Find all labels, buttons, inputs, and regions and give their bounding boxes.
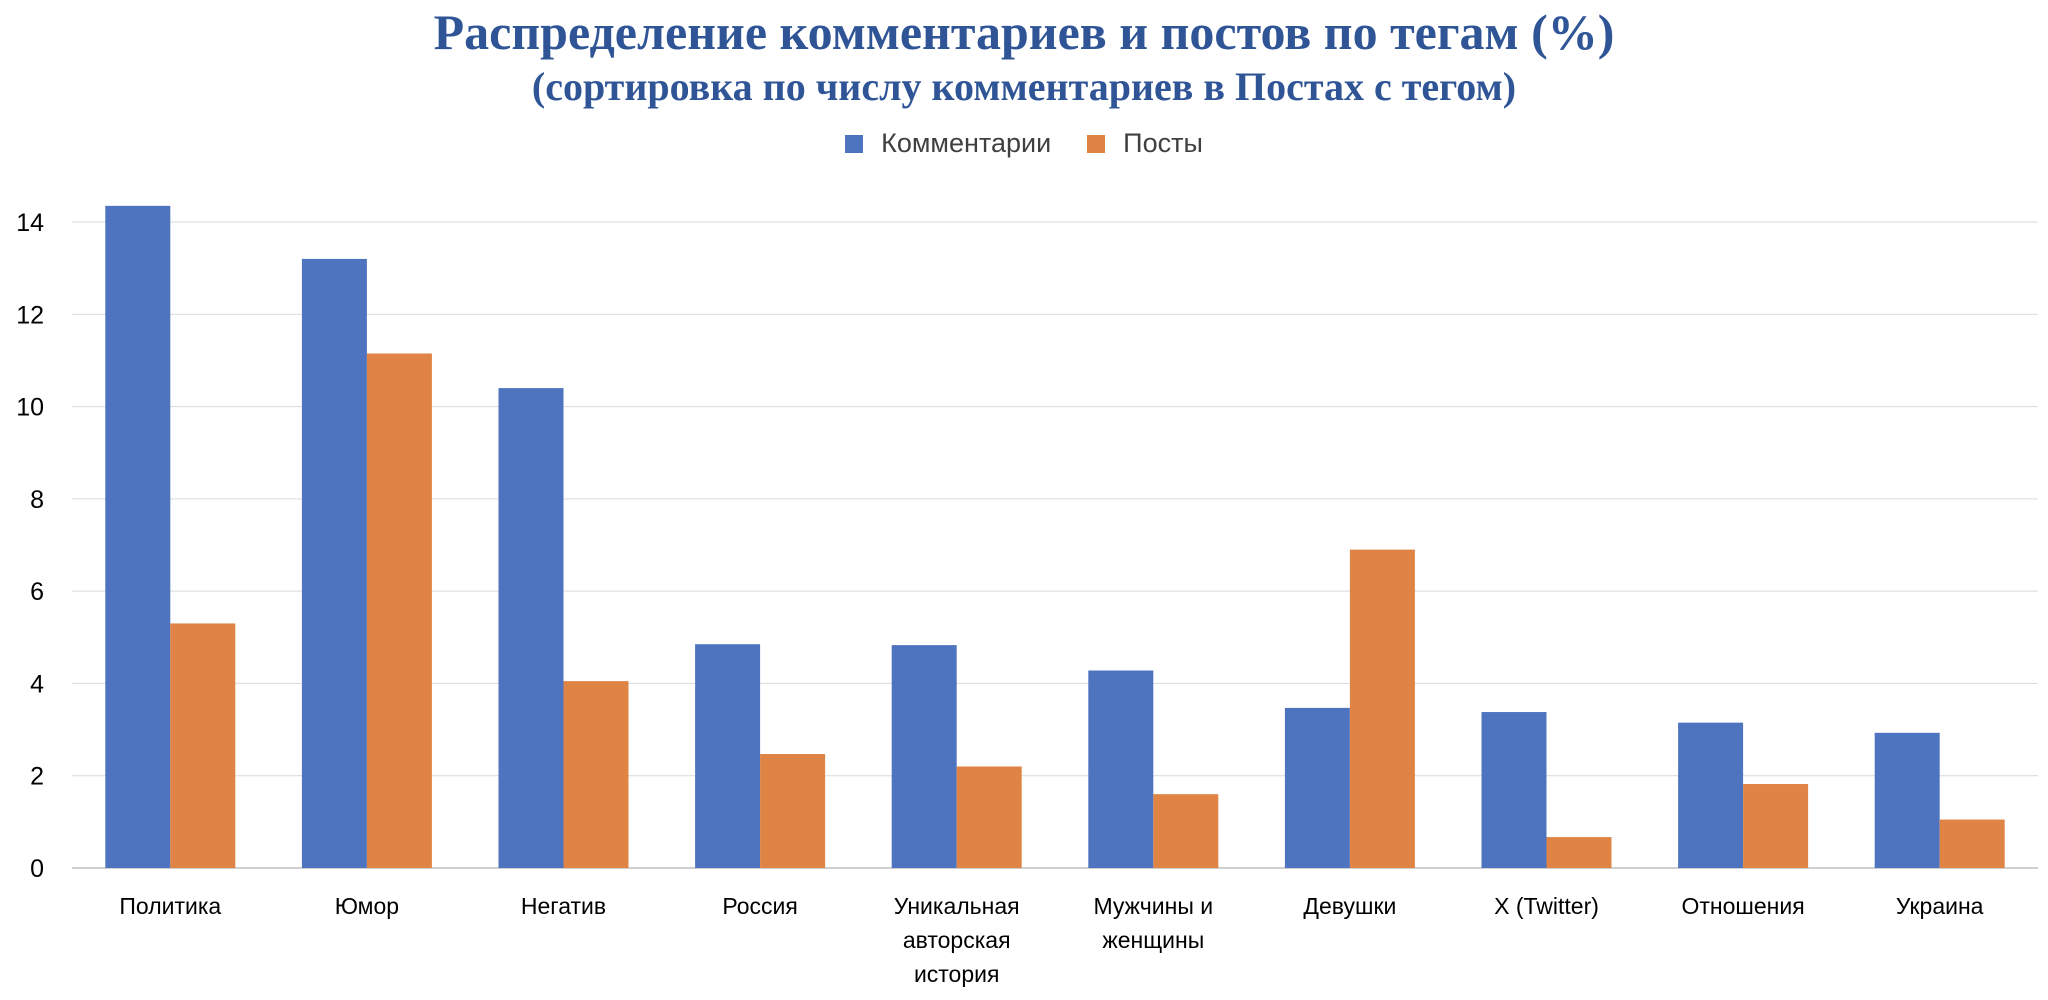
chart-subtitle: (сортировка по числу комментариев в Пост… (531, 64, 1517, 109)
bar-comments (498, 388, 564, 868)
x-category-label: Россия (722, 893, 797, 919)
legend-swatch-comments (845, 134, 864, 153)
bar-comments (1874, 732, 1940, 868)
bar-posts (760, 754, 826, 868)
bar-posts (170, 623, 236, 868)
y-tick-label: 4 (30, 670, 44, 698)
bar-posts (1153, 794, 1219, 868)
axis-labels: 0 2 4 6 8 10 12 14 Политика Юмор Негатив Россия Уник… (16, 209, 1983, 987)
chart-legend: Комментарии Посты (0, 128, 2048, 159)
bar-posts (1939, 819, 2005, 868)
legend-swatch-posts (1087, 134, 1106, 153)
legend-item-posts: Посты (1087, 128, 1203, 159)
bars (105, 205, 2005, 869)
y-tick-label: 12 (16, 301, 44, 329)
bar-posts (956, 766, 1022, 868)
x-category-label: Отношения (1682, 893, 1805, 919)
bar-comments (105, 205, 171, 869)
x-category-label: Девушки (1303, 893, 1396, 919)
y-tick-label: 14 (16, 209, 44, 237)
x-category-label: Негатив (521, 893, 606, 919)
x-category-label: Уникальная авторская история (894, 893, 1020, 987)
y-tick-label: 6 (30, 578, 44, 606)
bar-posts (1546, 837, 1612, 868)
bar-comments (695, 644, 761, 868)
legend-item-comments: Комментарии (845, 128, 1051, 159)
x-category-label: X (Twitter) (1494, 893, 1599, 919)
chart-title: Распределение комментариев и постов по т… (433, 4, 1615, 60)
x-category-label: Юмор (335, 893, 399, 919)
x-category-label: Украина (1896, 893, 1984, 919)
y-tick-label: 2 (30, 763, 44, 791)
bar-posts (563, 681, 629, 868)
legend-label-posts: Посты (1123, 128, 1203, 158)
bar-comments (1088, 670, 1154, 868)
bar-comments (1481, 712, 1547, 868)
bar-posts (1743, 784, 1809, 868)
legend-label-comments: Комментарии (881, 128, 1052, 158)
bar-comments (891, 645, 957, 868)
bar-comments (1678, 722, 1744, 868)
bar-comments (1284, 707, 1350, 868)
y-tick-label: 0 (30, 855, 44, 883)
x-category-label: Политика (119, 893, 221, 919)
x-category-label: Мужчины и женщины (1093, 893, 1213, 953)
bar-comments (301, 258, 367, 868)
bar-posts (1349, 549, 1415, 868)
y-tick-label: 8 (30, 486, 44, 514)
y-tick-label: 10 (16, 394, 44, 422)
bar-posts (366, 353, 432, 868)
